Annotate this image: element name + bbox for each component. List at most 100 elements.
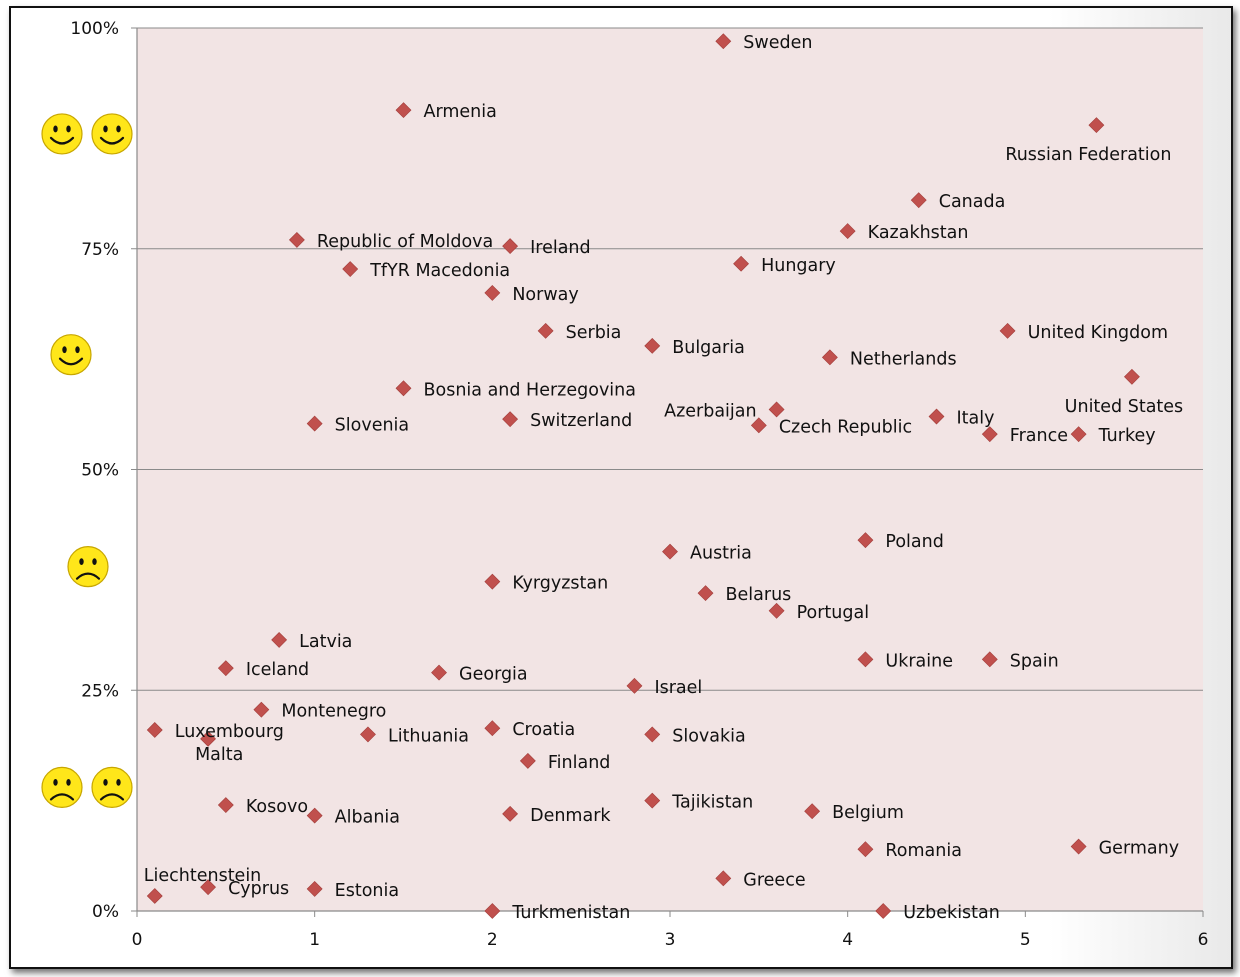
data-point: [306, 415, 323, 432]
point-label: Kyrgyzstan: [512, 574, 608, 594]
data-point: [857, 532, 874, 549]
mood-icons: [41, 113, 133, 808]
sad-face-icon: [91, 766, 133, 808]
data-point: [146, 722, 163, 738]
point-label: Romania: [885, 841, 962, 861]
point-label: Kazakhstan: [868, 223, 969, 243]
point-label: Tajikistan: [671, 793, 753, 813]
point-label: Croatia: [512, 720, 575, 740]
data-point: [537, 322, 554, 339]
point-label: Russian Federation: [1005, 145, 1171, 165]
point-label: Ukraine: [885, 651, 953, 671]
x-tick-label: 2: [487, 930, 498, 950]
data-points: [146, 33, 1140, 919]
y-tick-label: 0%: [92, 902, 119, 922]
data-point: [200, 730, 216, 747]
data-point: [697, 585, 714, 602]
x-tick-label: 3: [665, 930, 676, 950]
point-label: France: [1010, 426, 1068, 446]
point-label: Spain: [1010, 651, 1059, 671]
data-point: [484, 284, 501, 301]
data-point: [217, 660, 234, 677]
point-label: Greece: [743, 870, 805, 890]
point-label: Italy: [957, 409, 995, 429]
x-tick-label: 6: [1198, 930, 1209, 950]
data-point: [484, 573, 501, 590]
data-point: [342, 261, 359, 277]
data-point: [1070, 838, 1087, 855]
point-label: Hungary: [761, 256, 836, 276]
sad-face-icon: [41, 766, 83, 808]
data-point: [839, 223, 856, 240]
data-point: [1070, 426, 1087, 443]
point-label: Belgium: [832, 803, 904, 823]
point-label: Lithuania: [388, 726, 469, 746]
point-label: Ireland: [530, 238, 591, 258]
point-label: Poland: [885, 532, 943, 552]
point-label: Sweden: [743, 33, 812, 53]
data-point: [644, 726, 661, 743]
data-point: [360, 726, 376, 743]
data-point: [857, 841, 874, 858]
data-point: [395, 380, 412, 397]
y-tick-label: 25%: [81, 681, 119, 701]
data-point: [502, 411, 519, 428]
point-label: Austria: [690, 544, 752, 564]
point-label: Turkmenistan: [511, 903, 630, 923]
data-point: [306, 881, 323, 897]
data-point: [715, 33, 732, 50]
point-label: TfYR Macedonia: [369, 261, 510, 281]
data-point: [715, 870, 732, 887]
data-point: [857, 651, 874, 668]
point-label: Portugal: [797, 603, 869, 623]
point-label: United States: [1065, 397, 1184, 417]
point-label: Finland: [548, 753, 611, 773]
data-point: [200, 879, 216, 896]
data-point: [981, 651, 998, 668]
data-point: [821, 349, 838, 366]
point-label: Bulgaria: [672, 338, 745, 358]
point-label: Norway: [512, 285, 578, 305]
point-label: Kosovo: [246, 797, 308, 817]
point-label: Canada: [939, 192, 1006, 212]
point-label: Israel: [654, 678, 702, 698]
data-point: [768, 401, 785, 418]
data-point: [644, 337, 661, 354]
data-point: [502, 238, 519, 255]
point-label: Uzbekistan: [903, 903, 1000, 923]
data-point: [253, 701, 270, 718]
data-point: [875, 903, 892, 919]
data-point: [519, 752, 536, 769]
x-tick-label: 5: [1020, 930, 1031, 950]
axes: [131, 27, 1204, 917]
point-label: Georgia: [459, 665, 528, 685]
data-point: [146, 888, 163, 904]
point-label: Azerbaijan: [664, 401, 757, 421]
point-label: Luxembourg: [175, 722, 284, 742]
data-point: [999, 322, 1016, 339]
point-label: Armenia: [424, 102, 497, 122]
point-label: Denmark: [530, 806, 611, 826]
gridlines: [137, 27, 1203, 691]
point-label: Malta: [195, 745, 243, 765]
data-point: [395, 102, 412, 119]
point-label: Slovakia: [672, 726, 745, 746]
point-labels: Sweden Armenia Russian Federation Canada Kaz…: [144, 33, 1183, 923]
data-point: [981, 426, 998, 443]
happy-face-icon: [91, 113, 133, 155]
data-point: [271, 631, 288, 648]
point-label: Liechtenstein: [144, 866, 262, 886]
data-point: [484, 903, 501, 919]
data-point: [502, 805, 519, 822]
point-label: Belarus: [726, 585, 792, 605]
y-tick-label: 50%: [81, 461, 119, 481]
data-point: [431, 664, 447, 681]
data-point: [1088, 117, 1105, 134]
data-point: [1124, 368, 1140, 385]
point-label: Germany: [1099, 839, 1179, 859]
tick-labels: 0% 25% 50% 75% 100% 0 1 2 3 4 5 6: [70, 19, 1208, 950]
data-point: [910, 192, 927, 209]
x-tick-label: 0: [132, 930, 143, 950]
data-point: [768, 602, 785, 619]
